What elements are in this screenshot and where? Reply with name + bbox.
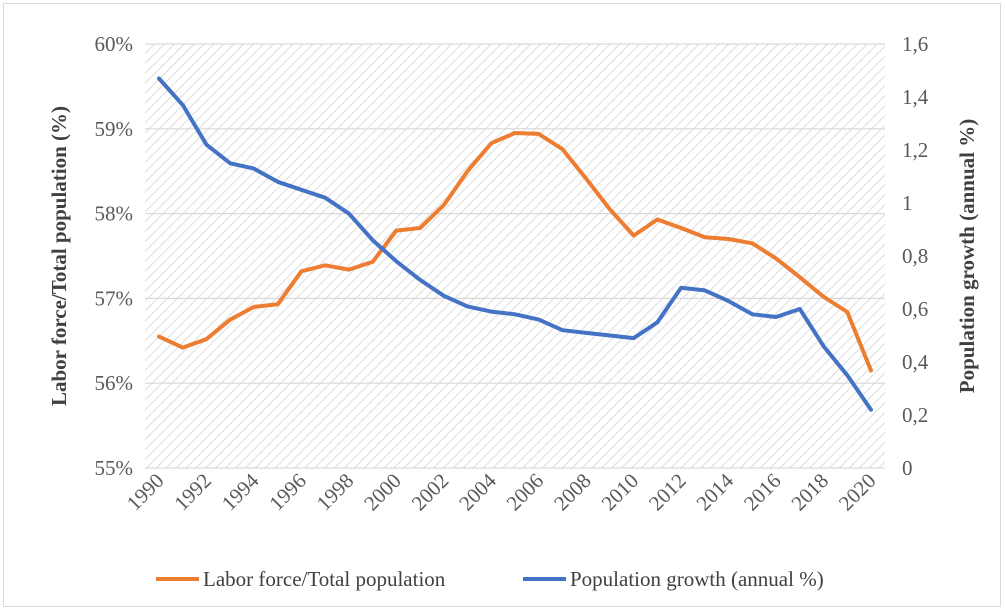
x-tick-label: 2002 — [407, 469, 454, 516]
y-tick-label-right: 0,8 — [902, 244, 928, 268]
y-axis-left: 55% 56% 57% 58% 59% 60% — [95, 32, 134, 480]
x-tick-label: 2006 — [502, 469, 549, 516]
series-line-population-growth — [157, 76, 873, 412]
x-tick-label: 2000 — [359, 469, 406, 516]
x-axis: 1990 1992 1994 1996 1998 2000 2002 2004 2006 2008… — [122, 468, 881, 515]
x-tick-label: 2008 — [549, 469, 596, 516]
x-tick-label: 2018 — [786, 469, 833, 516]
x-tick-label: 1996 — [264, 469, 311, 516]
series-lines — [157, 76, 873, 412]
y-tick-label-right: 0,6 — [902, 297, 928, 321]
x-tick-label: 1998 — [312, 469, 359, 516]
x-tick-label: 2004 — [454, 468, 501, 515]
x-tick-label: 2014 — [691, 468, 738, 515]
x-tick-label: 1992 — [169, 469, 216, 516]
x-tick-label: 2016 — [739, 469, 786, 516]
y-axis-left-title: Labor force/Total population (%) — [47, 106, 71, 406]
y-tick-label-left: 58% — [95, 202, 134, 226]
x-tick-label: 2012 — [644, 469, 691, 516]
y-tick-label-right: 1,4 — [902, 85, 929, 109]
legend-label-population-growth: Population growth (annual %) — [570, 567, 824, 591]
y-axis-right: 0 0,2 0,4 0,6 0,8 1 1,2 1,4 1,6 — [902, 32, 929, 480]
legend: Labor force/Total population Population … — [156, 567, 824, 591]
y-tick-label-right: 0 — [902, 456, 913, 480]
y-tick-label-right: 1,2 — [902, 138, 928, 162]
grid-lines — [145, 43, 885, 469]
y-tick-label-right: 0,4 — [902, 350, 929, 374]
y-tick-label-left: 59% — [95, 117, 134, 141]
y-tick-label-right: 1 — [902, 191, 913, 215]
y-tick-label-right: 0,2 — [902, 403, 928, 427]
plot-area — [145, 44, 885, 468]
y-tick-label-left: 55% — [95, 456, 134, 480]
series-line-labor-force — [157, 131, 873, 373]
y-tick-label-left: 56% — [95, 371, 134, 395]
y-tick-label-left: 57% — [95, 286, 134, 310]
x-tick-label: 2020 — [834, 469, 881, 516]
y-tick-label-left: 60% — [95, 32, 134, 56]
legend-label-labor-force: Labor force/Total population — [203, 567, 446, 591]
y-axis-right-title: Population growth (annual %) — [955, 119, 979, 393]
y-tick-label-right: 1,6 — [902, 32, 928, 56]
x-tick-label: 2010 — [597, 469, 644, 516]
x-tick-label: 1994 — [217, 468, 264, 515]
